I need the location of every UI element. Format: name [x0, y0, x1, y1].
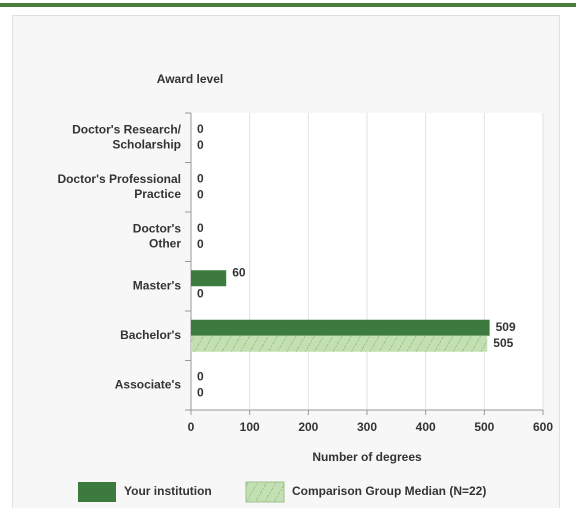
value-label: 60: [232, 265, 246, 279]
value-label: 0: [197, 385, 204, 399]
bar: [191, 335, 488, 352]
x-tick-label: 100: [240, 420, 260, 434]
y-tick-label: Practice: [134, 187, 181, 201]
value-label: 0: [197, 138, 204, 152]
y-tick-label: Master's: [133, 278, 182, 292]
y-tick-label: Doctor's: [133, 221, 182, 235]
chart-title: Award level: [157, 72, 223, 86]
x-tick-label: 0: [188, 420, 195, 434]
value-label: 0: [197, 122, 204, 136]
value-label: 0: [197, 187, 204, 201]
value-label: 505: [493, 336, 513, 350]
y-tick-label: Bachelor's: [120, 328, 181, 342]
bar: [191, 319, 490, 336]
value-label: 0: [197, 369, 204, 383]
bar: [191, 270, 227, 287]
value-label: 509: [496, 320, 516, 334]
legend-swatch: [245, 481, 285, 503]
x-tick-label: 400: [416, 420, 436, 434]
x-tick-label: 600: [533, 420, 553, 434]
x-tick-label: 300: [357, 420, 377, 434]
top-bar: [0, 3, 576, 7]
legend-label: Your institution: [124, 484, 212, 498]
value-label: 0: [197, 221, 204, 235]
value-label: 0: [197, 237, 204, 251]
y-tick-label: Scholarship: [112, 137, 181, 151]
y-tick-label: Associate's: [115, 377, 182, 391]
x-tick-label: 500: [474, 420, 494, 434]
legend-swatch: [78, 482, 116, 502]
value-label: 0: [197, 286, 204, 300]
value-label: 0: [197, 171, 204, 185]
y-tick-label: Other: [149, 236, 181, 250]
y-tick-label: Doctor's Research/: [72, 122, 182, 136]
legend-label: Comparison Group Median (N=22): [292, 484, 486, 498]
x-axis-label: Number of degrees: [312, 450, 422, 464]
x-tick-label: 200: [298, 420, 318, 434]
y-tick-label: Doctor's Professional: [57, 172, 181, 186]
